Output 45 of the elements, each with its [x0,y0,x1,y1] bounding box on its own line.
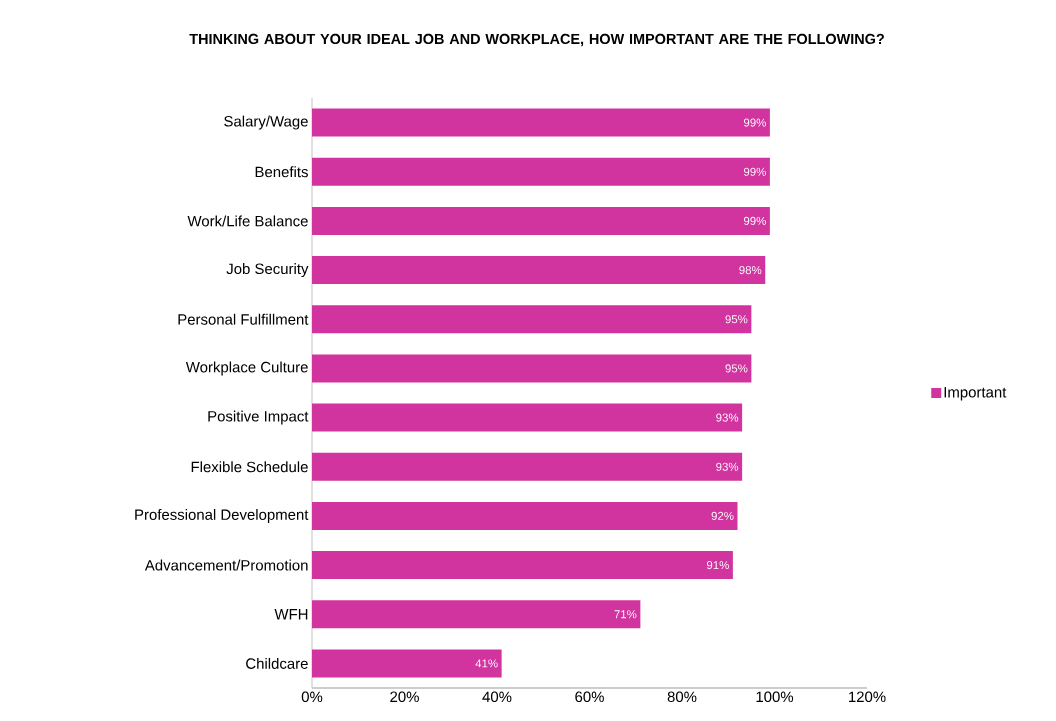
bar [312,305,752,334]
bar [312,403,743,432]
x-tick-label: 40% [482,691,512,703]
data-label: 95% [725,364,748,373]
bar [312,206,770,235]
data-label: 99% [743,167,766,176]
bar [312,354,752,383]
data-label: 93% [716,413,739,422]
data-label: 98% [739,266,762,275]
data-label: 41% [475,659,498,668]
y-tick-label: Benefits [255,166,308,178]
data-label: 93% [716,462,739,471]
x-tick-label: 120% [849,691,886,703]
bar [312,157,770,186]
y-tick-label: Workplace Culture [185,361,308,376]
y-tick-label: Advancement/Promotion [144,559,308,571]
data-label: 71% [614,610,637,619]
x-tick-label: 0% [301,691,323,703]
data-label: 95% [725,315,748,324]
y-tick-label: Professional Development [135,508,309,523]
y-tick-label: Job Security [226,263,309,278]
y-tick-label: Flexible Schedule [191,461,308,473]
bar [312,649,502,678]
y-tick-label: WFH [274,609,308,620]
y-tick-label: Work/Life Balance [187,215,308,227]
y-tick-label: Childcare [246,657,308,669]
chart-title: THINKING ABOUT YOUR IDEAL JOB AND WORKPLACE, HOW IMPORTANT ARE THE FOLLOWING? [189,33,884,47]
y-tick-label: Salary/Wage [224,115,308,130]
bar [312,551,733,580]
x-tick-label: 80% [667,691,697,703]
bar [312,600,641,629]
y-tick-label: Positive Impact [208,410,309,425]
bar [312,108,770,137]
data-label: 91% [706,561,729,570]
x-tick-label: 100% [756,691,794,703]
x-tick-label: 20% [390,691,419,703]
bar [312,256,766,285]
data-label: 99% [743,216,766,225]
bar [312,501,738,530]
data-label: 99% [743,118,766,127]
legend-label: Important [944,387,1007,401]
x-tick-label: 60% [575,691,604,703]
data-label: 92% [711,511,734,520]
y-tick-label: Personal Fulfillment [178,313,309,325]
bar [312,452,743,481]
